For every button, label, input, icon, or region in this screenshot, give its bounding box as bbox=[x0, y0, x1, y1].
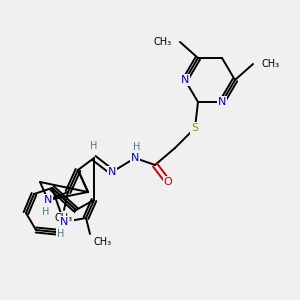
Text: H: H bbox=[57, 229, 65, 239]
Text: H: H bbox=[90, 141, 98, 151]
Text: CH₃: CH₃ bbox=[154, 37, 172, 47]
Text: N: N bbox=[108, 167, 116, 177]
Text: N: N bbox=[44, 195, 52, 205]
Text: S: S bbox=[191, 123, 199, 133]
Text: CH₃: CH₃ bbox=[94, 237, 112, 247]
Text: CH₃: CH₃ bbox=[261, 59, 279, 69]
Text: N: N bbox=[60, 217, 68, 227]
Text: H: H bbox=[133, 142, 141, 152]
Text: N: N bbox=[131, 153, 139, 163]
Text: H: H bbox=[42, 207, 50, 217]
Text: N: N bbox=[218, 97, 226, 107]
Text: O: O bbox=[164, 177, 172, 187]
Text: N: N bbox=[181, 75, 189, 85]
Text: H: H bbox=[92, 142, 100, 152]
Text: CH₃: CH₃ bbox=[55, 213, 73, 223]
